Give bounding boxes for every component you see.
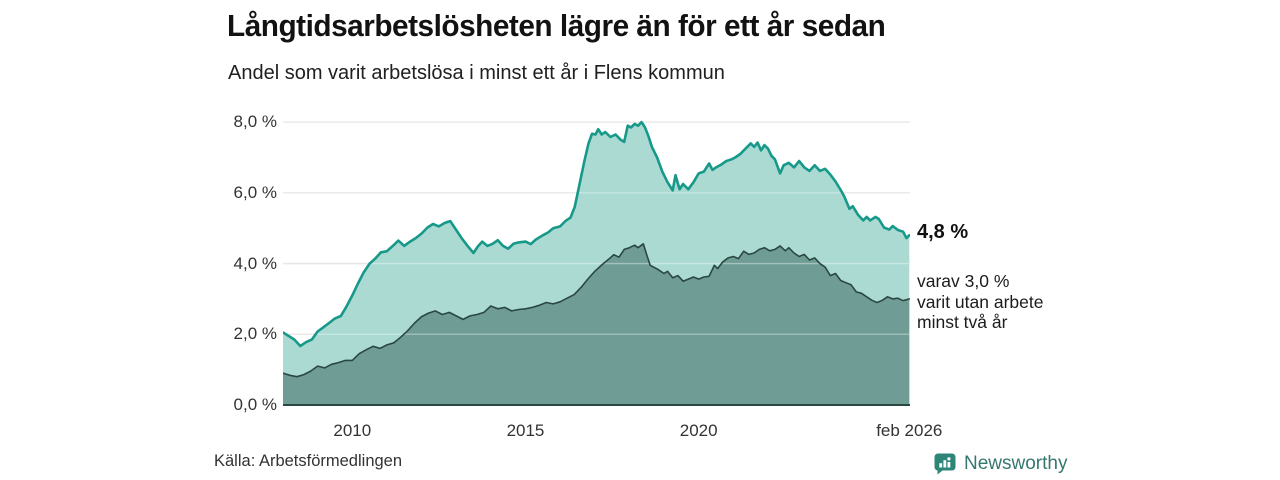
chart-subtitle: Andel som varit arbetslösa i minst ett å… xyxy=(228,62,725,84)
x-tick-label: 2020 xyxy=(679,421,718,440)
source-note: Källa: Arbetsförmedlingen xyxy=(214,452,403,470)
series-line-1 xyxy=(283,243,910,378)
x-tick-label: feb 2026 xyxy=(876,421,943,440)
x-tick-label: 2010 xyxy=(333,421,372,440)
newsworthy-icon xyxy=(934,453,956,475)
y-tick-label: 0,0 % xyxy=(233,395,277,414)
annotation-line: varit utan arbete xyxy=(917,291,1044,312)
y-tick-label: 2,0 % xyxy=(233,324,277,344)
y-tick-label: 4,0 % xyxy=(233,253,277,273)
series-area-1 xyxy=(283,243,910,405)
x-tick-label: 2015 xyxy=(506,421,545,440)
brand-logo: Newsworthy xyxy=(933,451,1067,477)
y-tick-label: 8,0 % xyxy=(233,112,277,132)
y-tick-label: 6,0 % xyxy=(233,182,277,202)
series-annotation: varav 3,0 % varit utan arbete minst två … xyxy=(917,271,1043,333)
annotation-line: minst två år xyxy=(917,312,1008,332)
series-line-0 xyxy=(283,120,910,348)
annotation-line: varav 3,0 % xyxy=(917,271,1010,291)
brand-name: Newsworthy xyxy=(964,453,1068,474)
page-title: Långtidsarbetslösheten lägre än för ett … xyxy=(227,8,886,43)
series-end-value-label: 4,8 % xyxy=(917,221,969,243)
unemployment-area-chart xyxy=(283,120,910,406)
